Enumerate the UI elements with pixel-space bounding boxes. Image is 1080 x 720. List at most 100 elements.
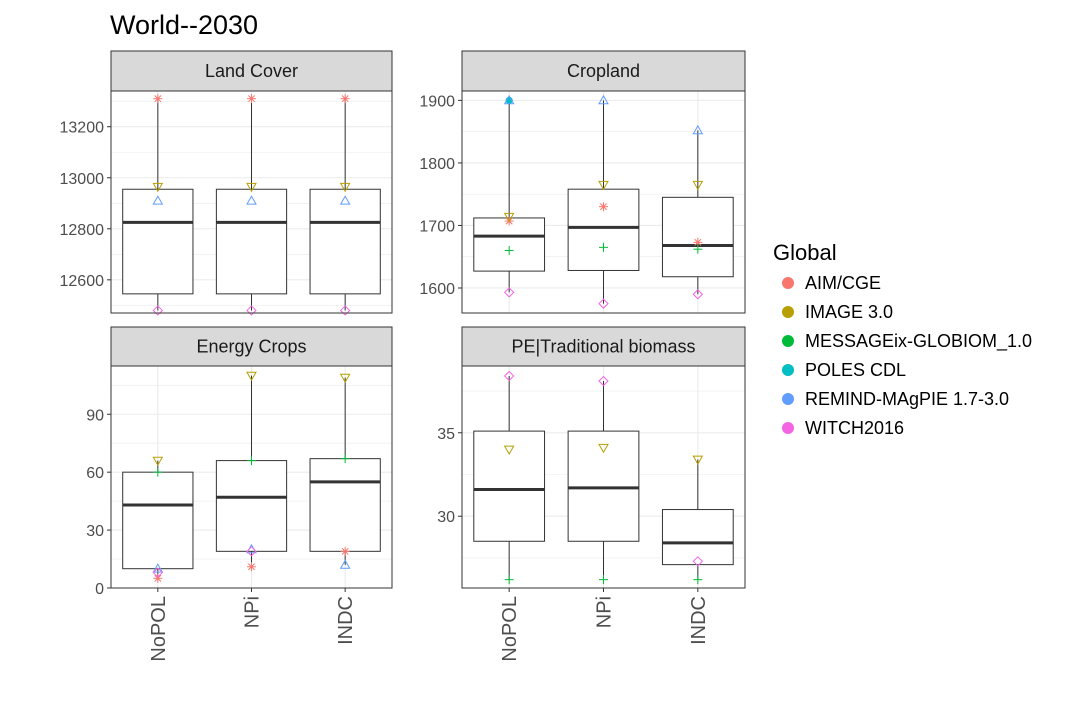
point-remind-magpie-1-7-3-0-nopol [152, 195, 164, 205]
boxes-land-cover [122, 98, 381, 311]
point-remind-magpie-1-7-3-0-indc [339, 559, 351, 569]
x-axis-right: NoPOL NPi INDC [499, 588, 710, 662]
box-cropland-nopol [473, 100, 546, 293]
strip-label-land-cover: Land Cover [205, 61, 298, 81]
point-messageix-globiom-1-0-indc [693, 575, 703, 585]
box-iqr [661, 196, 734, 278]
point-image-3-0-npi [598, 180, 609, 191]
strip-land-cover [110, 50, 393, 92]
point-aim-cge-npi [247, 94, 256, 104]
y-tick-label: 12600 [60, 273, 105, 290]
point-witch2016-nopol [503, 370, 515, 382]
y-tick-label: 1600 [419, 281, 455, 298]
box-iqr [567, 430, 640, 542]
point-witch2016-indc [692, 556, 704, 567]
point-image-3-0-nopol [503, 212, 515, 223]
box-iqr [309, 458, 381, 552]
point-witch2016-nopol [152, 305, 164, 316]
y-tick-label: 90 [86, 407, 104, 424]
box-energy-crops-npi [215, 375, 288, 567]
point-image-3-0-indc [339, 182, 351, 193]
point-witch2016-npi [246, 546, 257, 557]
y-tick-label: 1700 [419, 218, 455, 235]
points-land-cover [152, 94, 351, 316]
box-pe-traditional-biomass-indc [661, 459, 734, 580]
point-witch2016-npi [246, 305, 257, 316]
point-image-3-0-nopol [503, 445, 515, 455]
point-remind-magpie-1-7-3-0-npi [598, 94, 609, 105]
x-tick-label-indc: INDC [335, 596, 357, 645]
box-land-cover-nopol [122, 98, 194, 311]
x-axis-left: NoPOL NPi INDC [148, 588, 357, 662]
point-image-3-0-npi [598, 443, 609, 454]
point-messageix-globiom-1-0-nopol [504, 575, 514, 585]
boxes-energy-crops [122, 375, 381, 579]
point-remind-magpie-1-7-3-0-indc [692, 124, 704, 135]
box-iqr [473, 430, 546, 542]
box-iqr [309, 188, 381, 295]
point-image-3-0-indc [339, 373, 351, 384]
x-tick-label-nopol: NoPOL [499, 596, 521, 662]
point-messageix-globiom-1-0-nopol [504, 245, 514, 255]
box-energy-crops-nopol [122, 460, 194, 579]
strip-energy-crops [110, 326, 393, 367]
panel-border-land-cover [110, 90, 393, 314]
point-witch2016-npi [598, 375, 609, 387]
point-image-3-0-indc [692, 455, 704, 465]
facet-panels: Land Cover 12600 12800 13000 13200 Cropland 16… [60, 50, 746, 598]
y-tick-label: 0 [95, 581, 104, 598]
point-aim-cge-nopol [153, 94, 163, 104]
boxes-pe-traditional-biomass [473, 376, 734, 580]
legend-label-image-3-0: IMAGE 3.0 [805, 302, 893, 322]
y-tick-label: 30 [437, 509, 455, 526]
y-tick-label: 1800 [419, 156, 455, 173]
box-iqr [215, 460, 288, 552]
legend-item-remind-magpie-1-7-3-0: REMIND-MAgPIE 1.7-3.0 [782, 389, 1009, 409]
point-image-3-0-nopol [152, 182, 164, 193]
y-tick-label: 12800 [60, 222, 105, 239]
y-tick-label: 35 [437, 426, 455, 443]
legend-label-aim-cge: AIM/CGE [805, 273, 881, 293]
y-tick-label: 13000 [60, 171, 105, 188]
point-aim-cge-npi [599, 202, 608, 212]
point-image-3-0-nopol [152, 456, 164, 467]
x-axes: NoPOL NPi INDC NoPOL NPi INDC [148, 588, 710, 662]
points-cropland [503, 94, 704, 309]
legend-key-poles-cdl [782, 364, 794, 376]
point-remind-magpie-1-7-3-0-nopol [503, 94, 515, 105]
x-tick-label-indc: INDC [688, 596, 710, 645]
box-iqr [122, 471, 194, 570]
point-messageix-globiom-1-0-indc [693, 244, 703, 254]
point-aim-cge-indc [340, 94, 350, 104]
box-iqr [122, 188, 194, 295]
legend-item-messageix-globiom-1-0: MESSAGEix-GLOBIOM_1.0 [782, 331, 1032, 352]
x-tick-label-npi: NPi [594, 596, 616, 628]
point-witch2016-npi [598, 298, 609, 309]
box-energy-crops-indc [309, 377, 381, 565]
panel-pe-traditional-biomass: PE|Traditional biomass 30 35 [437, 326, 746, 589]
point-messageix-globiom-1-0-nopol [153, 467, 163, 477]
panel-land-cover: Land Cover 12600 12800 13000 13200 [60, 50, 393, 316]
legend-items: AIM/CGE IMAGE 3.0 MESSAGEix-GLOBIOM_1.0 POL… [782, 273, 1032, 438]
point-messageix-globiom-1-0-npi [247, 456, 256, 466]
box-iqr [661, 509, 734, 566]
point-messageix-globiom-1-0-npi [599, 242, 608, 252]
point-witch2016-nopol [152, 567, 164, 578]
legend-key-image-3-0 [782, 306, 794, 318]
box-pe-traditional-biomass-npi [567, 381, 640, 580]
point-remind-magpie-1-7-3-0-indc [339, 195, 351, 205]
strip-label-pe-traditional-biomass: PE|Traditional biomass [511, 337, 695, 357]
strip-label-cropland: Cropland [567, 61, 640, 81]
y-tick-label: 13200 [60, 120, 105, 137]
strip-pe-traditional-biomass [461, 326, 746, 367]
legend-key-messageix-globiom-1-0 [782, 335, 794, 347]
point-aim-cge-nopol [153, 573, 163, 583]
point-remind-magpie-1-7-3-0-nopol [152, 563, 164, 573]
legend-label-poles-cdl: POLES CDL [805, 360, 906, 380]
point-witch2016-nopol [503, 287, 515, 298]
legend-label-witch2016: WITCH2016 [805, 418, 904, 438]
legend-item-poles-cdl: POLES CDL [782, 360, 906, 380]
chart-title: World--2030 [110, 10, 258, 40]
point-aim-cge-indc [340, 546, 350, 556]
